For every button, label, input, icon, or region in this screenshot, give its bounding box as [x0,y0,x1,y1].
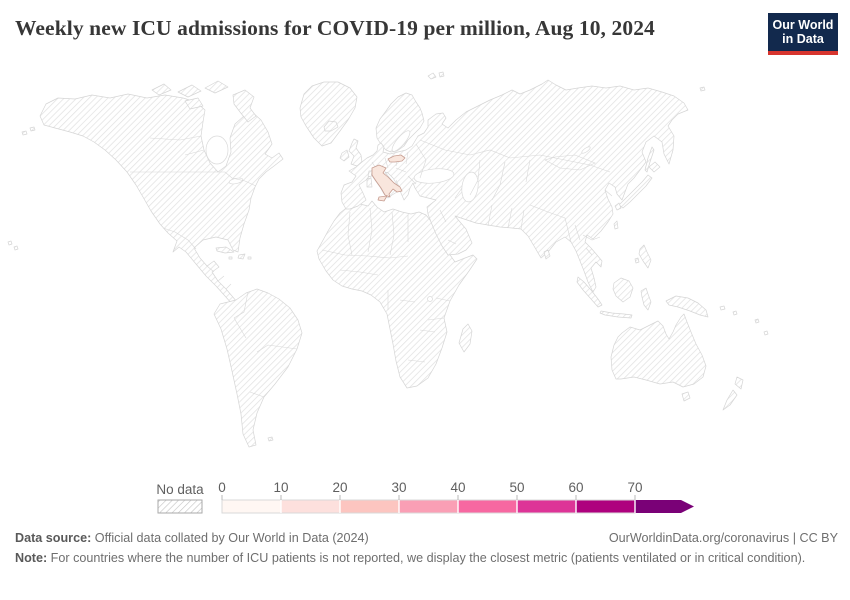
philippines-landmass [634,244,652,269]
sakhalin-landmass [644,146,655,173]
color-scale-bar[interactable] [222,500,694,513]
country-italy[interactable] [371,164,403,198]
new-zealand-south [722,389,738,411]
sardinia-landmass [366,177,373,188]
baltic-sea [391,130,411,152]
note-text: For countries where the number of ICU pa… [47,551,806,565]
legend-tick-labels: 0 10 20 30 40 50 60 70 [218,480,642,495]
australia-landmass [610,313,707,388]
map-legend: No data 0 [156,480,694,514]
data-source-label: Data source: [15,531,92,545]
caribbean-islands [215,246,252,260]
data-source-text: Official data collated by Our World in D… [91,531,369,545]
countries-with-data[interactable] [371,154,406,202]
lake-victoria [427,296,433,302]
java-landmass [599,310,633,319]
bin-70-plus-arrow[interactable] [635,500,694,513]
corsica-landmass [367,170,373,178]
country-italy-sicily[interactable] [377,195,388,202]
note-line: Note: For countries where the number of … [15,550,838,566]
caspian-sea [461,171,479,203]
tick-30: 30 [391,480,406,495]
tick-0: 0 [218,480,226,495]
world-map-container [0,55,850,475]
great-britain-landmass [348,138,363,167]
owid-logo[interactable]: Our World in Data [768,13,838,55]
country-slovakia[interactable] [387,154,406,163]
no-data-landmasses [7,71,769,448]
bin-30-40[interactable] [399,500,458,513]
bin-separators [280,500,636,513]
map-legend-container: No data 0 [0,475,850,520]
tick-20: 20 [332,480,347,495]
bin-0-10[interactable] [222,500,281,513]
page-title: Weekly new ICU admissions for COVID-19 p… [15,16,655,40]
sumatra-landmass [576,276,603,308]
black-sea [413,168,455,184]
world-map[interactable] [0,55,850,475]
ireland-landmass [339,149,350,162]
taiwan-landmass [613,220,619,230]
scandinavia-landmass [375,92,425,153]
lake-baikal [581,146,591,154]
bin-40-50[interactable] [458,500,517,513]
borneo-landmass [612,277,634,303]
chart-footer: Data source: Official data collated by O… [15,531,838,566]
small-islands [7,86,769,442]
new-guinea-landmass [665,295,709,318]
arctic-islands [151,80,257,123]
hudson-bay [205,135,229,165]
bin-50-60[interactable] [517,500,576,513]
legend-ticks [221,495,636,500]
bin-20-30[interactable] [340,500,399,513]
data-source-line: Data source: Official data collated by O… [15,531,369,545]
bin-10-20[interactable] [281,500,340,513]
owid-logo-line1: Our World [772,18,834,32]
africa-landmass [316,200,478,389]
tick-70: 70 [627,480,642,495]
owid-logo-line2: in Data [782,32,824,47]
tick-10: 10 [273,480,288,495]
iceland-landmass [323,120,339,132]
south-america-landmass [213,288,303,448]
greenland-landmass [299,81,358,147]
madagascar-landmass [458,323,473,353]
japan-kyushu [614,202,622,211]
north-america-landmass [39,93,284,305]
eurasia-landmass [340,79,689,293]
tick-40: 40 [450,480,465,495]
tick-50: 50 [509,480,524,495]
japan-honshu [618,174,653,209]
tasmania-landmass [681,391,691,402]
bin-60-70[interactable] [576,500,635,513]
tick-60: 60 [568,480,583,495]
country-borders [130,135,613,398]
svalbard-islands [427,71,445,80]
sulawesi-landmass [640,287,652,311]
japan-hokkaido [648,161,661,173]
new-zealand-north [734,376,744,390]
no-data-swatch[interactable] [157,499,203,514]
attribution-link[interactable]: OurWorldinData.org/coronavirus | CC BY [608,531,838,545]
inland-seas [205,130,591,302]
no-data-label: No data [156,482,204,497]
note-label: Note: [15,551,48,565]
sri-lanka-landmass [543,249,551,260]
